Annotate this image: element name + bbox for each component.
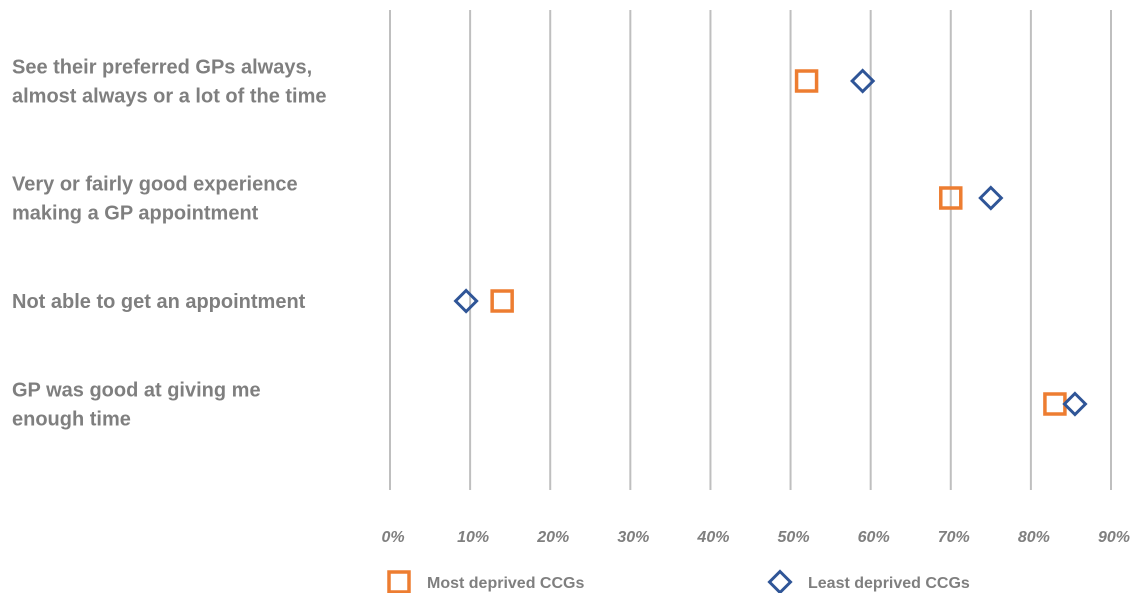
- category-label: Not able to get an appointment: [12, 291, 306, 313]
- gridlines: [389, 10, 1112, 490]
- most-deprived-marker: [939, 186, 963, 210]
- most-deprived-marker: [490, 289, 514, 313]
- x-tick-label: 10%: [457, 529, 489, 546]
- least-deprived-marker: [453, 288, 479, 314]
- category-label: making a GP appointment: [12, 203, 259, 225]
- least-deprived-marker: [978, 185, 1004, 211]
- category-label: See their preferred GPs always,: [12, 57, 312, 79]
- legend-label: Most deprived CCGs: [427, 575, 584, 592]
- category-labels: See their preferred GPs always, almost al…: [12, 57, 327, 431]
- category-label: almost always or a lot of the time: [12, 86, 327, 108]
- category-label: Very or fairly good experience: [12, 174, 298, 196]
- legend-diamond-icon: [767, 569, 793, 595]
- data-markers: [453, 68, 1088, 417]
- x-tick-label: 40%: [696, 529, 729, 546]
- x-tick-label: 50%: [778, 529, 810, 546]
- least-deprived-marker: [850, 68, 876, 94]
- category-label: enough time: [12, 409, 131, 431]
- x-tick-label: 0%: [381, 529, 404, 546]
- x-tick-label: 90%: [1098, 529, 1130, 546]
- x-axis-tick-labels: 0% 10% 20% 30% 40% 50% 60% 70% 80% 90%: [381, 529, 1130, 546]
- legend-square-icon: [387, 570, 411, 594]
- category-label: GP was good at giving me: [12, 380, 261, 402]
- least-deprived-marker: [1062, 391, 1088, 417]
- x-tick-label: 20%: [536, 529, 569, 546]
- most-deprived-marker: [794, 69, 819, 93]
- x-tick-label: 80%: [1018, 529, 1050, 546]
- x-tick-label: 70%: [938, 529, 970, 546]
- most-deprived-marker: [1043, 392, 1067, 416]
- legend: Most deprived CCGs Least deprived CCGs: [387, 569, 970, 595]
- x-tick-label: 30%: [617, 529, 649, 546]
- x-tick-label: 60%: [858, 529, 890, 546]
- legend-label: Least deprived CCGs: [808, 575, 970, 592]
